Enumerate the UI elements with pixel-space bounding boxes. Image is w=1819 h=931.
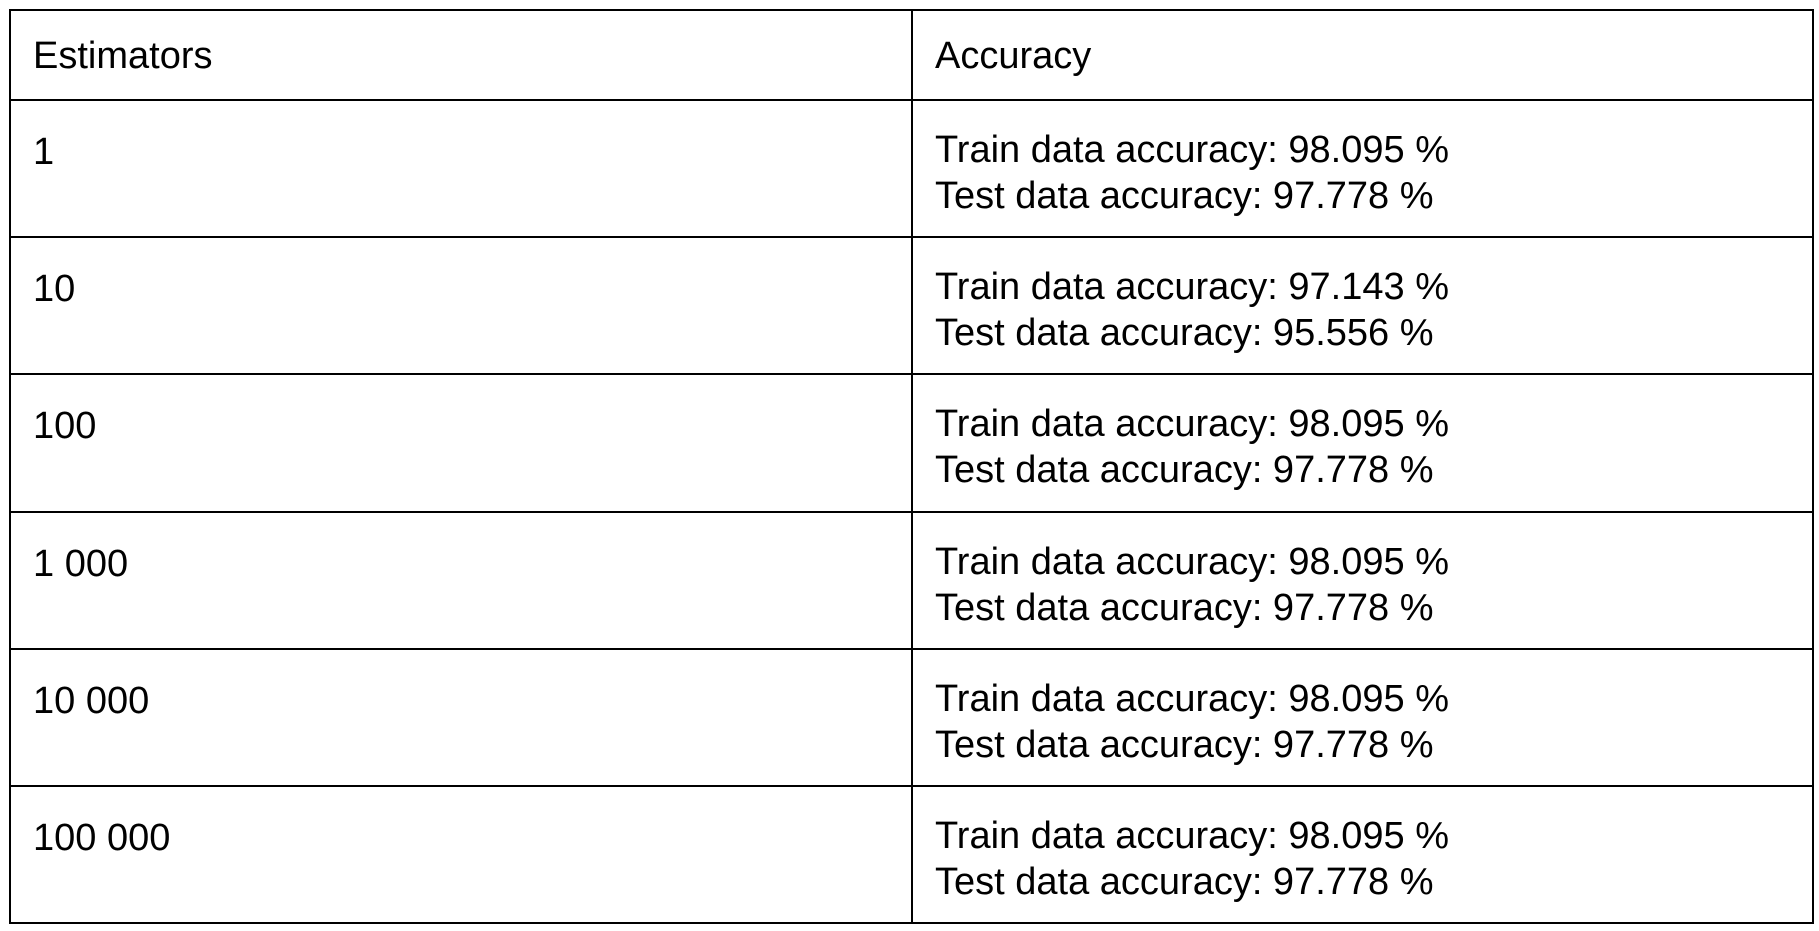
table-row: 10 Train data accuracy: 97.143 % Test da… <box>9 236 1814 376</box>
table-row: 1 000 Train data accuracy: 98.095 % Test… <box>9 510 1814 650</box>
table-row: 100 000 Train data accuracy: 98.095 % Te… <box>9 784 1814 925</box>
table-row: 1 Train data accuracy: 98.095 % Test dat… <box>9 99 1814 239</box>
test-accuracy: Test data accuracy: 95.556 % <box>935 312 1434 355</box>
accuracy-cell: Train data accuracy: 98.095 % Test data … <box>911 99 1814 239</box>
estimators-cell: 10 000 <box>9 647 913 787</box>
estimators-cell: 1 <box>9 99 913 239</box>
accuracy-cell: Train data accuracy: 98.095 % Test data … <box>911 784 1814 925</box>
table-row: 10 000 Train data accuracy: 98.095 % Tes… <box>9 647 1814 787</box>
test-accuracy: Test data accuracy: 97.778 % <box>935 723 1434 766</box>
train-accuracy: Train data accuracy: 98.095 % <box>935 403 1449 446</box>
test-accuracy: Test data accuracy: 97.778 % <box>935 586 1434 629</box>
estimators-cell: 10 <box>9 236 913 376</box>
results-table: Estimators Accuracy 1 Train data accurac… <box>9 8 1814 925</box>
header-accuracy: Accuracy <box>911 8 1814 102</box>
estimators-cell: 100 <box>9 373 913 513</box>
train-accuracy: Train data accuracy: 98.095 % <box>935 129 1449 172</box>
header-estimators: Estimators <box>9 8 913 102</box>
table-header-row: Estimators Accuracy <box>9 8 1814 102</box>
train-accuracy: Train data accuracy: 98.095 % <box>935 677 1449 720</box>
estimators-cell: 1 000 <box>9 510 913 650</box>
test-accuracy: Test data accuracy: 97.778 % <box>935 860 1434 903</box>
test-accuracy: Test data accuracy: 97.778 % <box>935 175 1434 218</box>
train-accuracy: Train data accuracy: 98.095 % <box>935 540 1449 583</box>
accuracy-cell: Train data accuracy: 97.143 % Test data … <box>911 236 1814 376</box>
train-accuracy: Train data accuracy: 97.143 % <box>935 266 1449 309</box>
train-accuracy: Train data accuracy: 98.095 % <box>935 814 1449 857</box>
accuracy-cell: Train data accuracy: 98.095 % Test data … <box>911 510 1814 650</box>
accuracy-cell: Train data accuracy: 98.095 % Test data … <box>911 647 1814 787</box>
table-row: 100 Train data accuracy: 98.095 % Test d… <box>9 373 1814 513</box>
accuracy-cell: Train data accuracy: 98.095 % Test data … <box>911 373 1814 513</box>
estimators-cell: 100 000 <box>9 784 913 925</box>
test-accuracy: Test data accuracy: 97.778 % <box>935 449 1434 492</box>
